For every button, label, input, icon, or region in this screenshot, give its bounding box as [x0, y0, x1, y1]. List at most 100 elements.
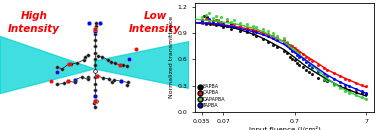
Point	[292, 59, 298, 61]
Point	[363, 85, 369, 87]
Point	[274, 39, 280, 41]
Point	[353, 88, 359, 90]
Point	[213, 19, 219, 21]
X-axis label: Input fluence (J/cm²): Input fluence (J/cm²)	[248, 126, 321, 130]
Point	[346, 85, 352, 87]
Point	[342, 84, 348, 86]
Point	[321, 73, 327, 75]
Point	[85, 54, 91, 56]
Point	[260, 28, 266, 30]
Point	[253, 30, 259, 32]
Legend: EAPBA, CAPBA, DAPAPBA, TAPBA: EAPBA, CAPBA, DAPAPBA, TAPBA	[197, 83, 226, 109]
Point	[321, 78, 327, 80]
Point	[218, 23, 224, 25]
Point	[265, 30, 271, 32]
Point	[91, 102, 97, 104]
Point	[359, 96, 365, 98]
Point	[332, 78, 338, 80]
Point	[95, 55, 101, 57]
Point	[200, 16, 206, 18]
Point	[71, 81, 77, 83]
Point	[237, 27, 243, 29]
Point	[72, 79, 78, 81]
Point	[337, 75, 343, 77]
Point	[200, 22, 206, 24]
Point	[290, 45, 296, 47]
Point	[324, 79, 330, 81]
Y-axis label: Normalized transmittance: Normalized transmittance	[169, 16, 174, 98]
Point	[54, 83, 60, 85]
Point	[249, 25, 256, 27]
Point	[253, 26, 259, 28]
Point	[224, 20, 230, 22]
Point	[294, 50, 300, 53]
Point	[93, 100, 99, 102]
Point	[203, 22, 209, 25]
Point	[93, 22, 99, 25]
Point	[244, 27, 250, 29]
Point	[94, 74, 100, 77]
Point	[215, 21, 222, 23]
Point	[316, 77, 322, 79]
Point	[342, 78, 348, 80]
Polygon shape	[94, 42, 189, 88]
Point	[337, 81, 343, 83]
Point	[228, 22, 234, 25]
Point	[210, 17, 216, 19]
Point	[303, 56, 309, 58]
Point	[105, 78, 112, 80]
Point	[321, 67, 327, 69]
Point	[133, 48, 139, 50]
Point	[324, 80, 330, 82]
Point	[303, 69, 309, 71]
Point	[215, 23, 222, 25]
Point	[300, 66, 306, 68]
Point	[201, 15, 207, 17]
Point	[274, 46, 280, 48]
Point	[61, 82, 67, 84]
Point	[120, 64, 126, 66]
Point	[346, 92, 352, 94]
Point	[48, 80, 54, 82]
Point	[292, 47, 298, 49]
Point	[332, 84, 338, 86]
Point	[91, 45, 98, 47]
Point	[228, 28, 234, 30]
Point	[324, 69, 330, 71]
Point	[253, 31, 259, 33]
Point	[210, 20, 216, 22]
Point	[92, 30, 98, 32]
Point	[290, 57, 296, 60]
Point	[244, 23, 250, 25]
Point	[82, 56, 88, 58]
Point	[68, 63, 74, 65]
Point	[308, 73, 314, 75]
Point	[85, 78, 91, 80]
Point	[218, 21, 224, 23]
Point	[91, 64, 98, 66]
Point	[220, 22, 226, 25]
Point	[281, 39, 287, 41]
Point	[125, 57, 132, 60]
Point	[265, 41, 271, 43]
Point	[253, 35, 259, 37]
Point	[125, 81, 131, 83]
Point	[109, 81, 115, 83]
Point	[296, 64, 302, 66]
Point	[244, 31, 250, 33]
Point	[213, 15, 219, 17]
Point	[112, 62, 118, 64]
Point	[337, 87, 343, 89]
Point	[306, 64, 312, 67]
Point	[346, 79, 352, 81]
Point	[228, 24, 234, 26]
Point	[124, 84, 130, 86]
Point	[91, 83, 98, 85]
Point	[337, 85, 343, 87]
Text: Low: Low	[143, 11, 167, 21]
Point	[91, 70, 98, 72]
Point	[294, 49, 300, 51]
Point	[65, 63, 71, 65]
Point	[306, 64, 312, 66]
Point	[220, 22, 226, 24]
